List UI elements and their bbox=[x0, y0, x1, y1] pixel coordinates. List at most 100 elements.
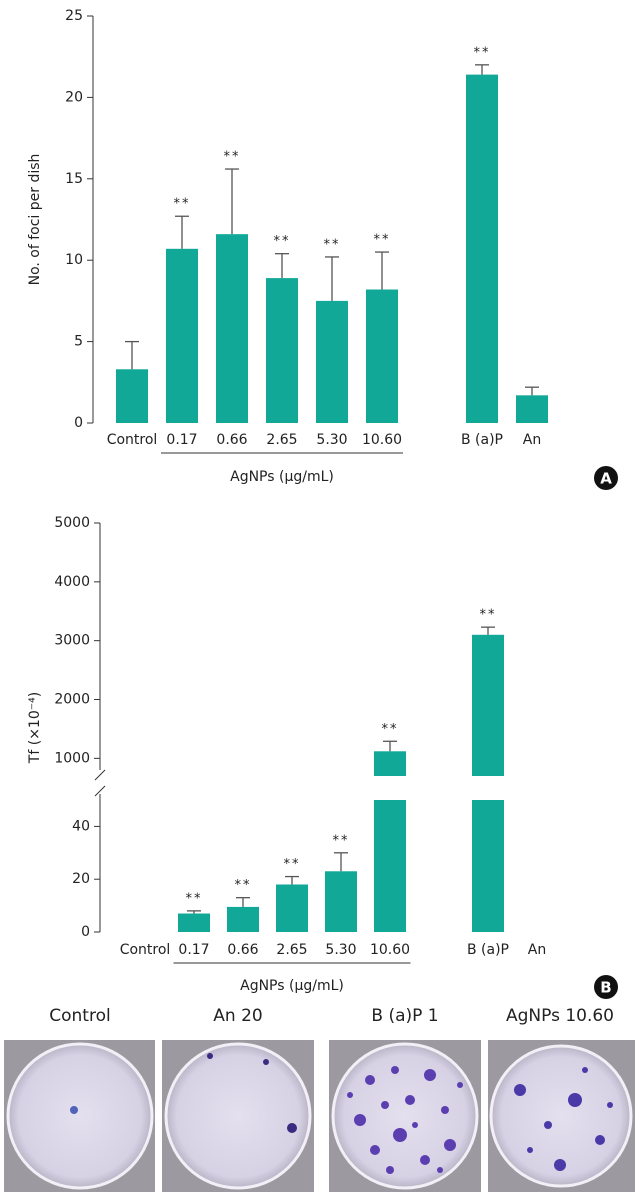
bar-segment bbox=[116, 369, 148, 423]
x-tick-label: Control bbox=[107, 432, 158, 448]
error-bar bbox=[275, 254, 289, 278]
x-tick-label: B (a)P bbox=[461, 432, 503, 448]
bar bbox=[516, 395, 548, 423]
bar-segment bbox=[472, 800, 504, 932]
y-tick-label: 10 bbox=[65, 252, 83, 268]
error-bar bbox=[225, 169, 239, 234]
photo-label: Control bbox=[49, 1006, 110, 1026]
bar bbox=[466, 75, 498, 423]
photo-label: An 20 bbox=[213, 1006, 262, 1026]
bar-segment bbox=[266, 278, 298, 423]
significance-label: ** bbox=[333, 833, 350, 848]
y-tick-label: 0 bbox=[81, 924, 90, 940]
error-bar bbox=[175, 216, 189, 249]
group-label: AgNPs (μg/mL) bbox=[230, 469, 334, 485]
y-tick-label: 20 bbox=[72, 871, 90, 887]
error-bar bbox=[481, 627, 495, 635]
panel-label: A bbox=[600, 470, 612, 488]
bar bbox=[325, 871, 357, 932]
dish-photo bbox=[488, 1040, 635, 1192]
y-axis-label: Tf (×10⁻⁴) bbox=[27, 692, 43, 764]
x-tick-label: Control bbox=[120, 942, 171, 958]
dish-photo bbox=[4, 1040, 155, 1192]
bar bbox=[472, 635, 504, 932]
significance-label: ** bbox=[274, 234, 291, 249]
y-tick-label: 20 bbox=[65, 89, 83, 105]
error-bar bbox=[285, 877, 299, 885]
error-bar bbox=[187, 911, 201, 914]
x-tick-label: 5.30 bbox=[316, 432, 347, 448]
x-tick-label: An bbox=[528, 942, 546, 958]
y-tick-label: 40 bbox=[72, 818, 90, 834]
error-bar bbox=[475, 65, 489, 75]
bar-segment bbox=[178, 914, 210, 932]
panel-label: B bbox=[600, 979, 611, 997]
bar bbox=[266, 278, 298, 423]
error-bar bbox=[375, 252, 389, 289]
x-tick-label: B (a)P bbox=[467, 942, 509, 958]
error-bar bbox=[236, 898, 250, 907]
y-tick-label: 3000 bbox=[54, 633, 90, 649]
significance-label: ** bbox=[324, 237, 341, 252]
bar bbox=[216, 234, 248, 423]
x-tick-label: 10.60 bbox=[362, 432, 402, 448]
y-tick-label: 2000 bbox=[54, 692, 90, 708]
bar-segment bbox=[325, 871, 357, 932]
bar bbox=[227, 907, 259, 932]
significance-label: ** bbox=[174, 197, 191, 212]
bar bbox=[276, 884, 308, 932]
x-tick-label: 0.17 bbox=[178, 942, 209, 958]
x-tick-label: 0.17 bbox=[166, 432, 197, 448]
bar bbox=[166, 249, 198, 423]
error-bar bbox=[334, 853, 348, 871]
error-bar bbox=[125, 342, 139, 370]
bar-segment bbox=[316, 301, 348, 423]
bar bbox=[116, 369, 148, 423]
photo-label: AgNPs 10.60 bbox=[506, 1006, 614, 1026]
y-tick-label: 4000 bbox=[54, 574, 90, 590]
bar-segment bbox=[366, 290, 398, 423]
bar-segment bbox=[374, 751, 406, 776]
y-tick-label: 5000 bbox=[54, 515, 90, 531]
bar-segment bbox=[516, 395, 548, 423]
axis-break bbox=[95, 770, 105, 780]
x-tick-label: An bbox=[523, 432, 541, 448]
dish-photo bbox=[162, 1040, 314, 1192]
significance-label: ** bbox=[382, 722, 399, 737]
x-tick-label: 10.60 bbox=[370, 942, 410, 958]
y-tick-label: 5 bbox=[74, 334, 83, 350]
dish-photo bbox=[329, 1040, 481, 1192]
y-tick-label: 25 bbox=[65, 8, 83, 24]
x-tick-label: 0.66 bbox=[216, 432, 247, 448]
significance-label: ** bbox=[284, 857, 301, 872]
bar-segment bbox=[216, 234, 248, 423]
significance-label: ** bbox=[374, 233, 391, 248]
x-tick-label: 0.66 bbox=[227, 942, 258, 958]
photo-panel: Control An 20 B (a)P 1 AgNPs 10.60 bbox=[4, 1006, 635, 1192]
x-tick-label: 5.30 bbox=[325, 942, 356, 958]
photo-label: B (a)P 1 bbox=[371, 1006, 438, 1026]
group-label: AgNPs (μg/mL) bbox=[240, 978, 344, 994]
error-bar bbox=[525, 387, 539, 395]
bar-segment bbox=[472, 635, 504, 776]
significance-label: ** bbox=[480, 608, 497, 623]
bar-segment bbox=[227, 907, 259, 932]
y-tick-label: 0 bbox=[74, 415, 83, 431]
bar-segment bbox=[166, 249, 198, 423]
error-bar bbox=[383, 741, 397, 751]
bar bbox=[316, 301, 348, 423]
bar-segment bbox=[276, 884, 308, 932]
significance-label: ** bbox=[235, 878, 252, 893]
x-tick-label: 2.65 bbox=[266, 432, 297, 448]
error-bar bbox=[325, 257, 339, 301]
y-axis-label: No. of foci per dish bbox=[27, 154, 43, 286]
bar bbox=[178, 914, 210, 932]
bar bbox=[374, 751, 406, 932]
y-tick-label: 15 bbox=[65, 171, 83, 187]
bar-segment bbox=[374, 800, 406, 932]
bar-segment bbox=[466, 75, 498, 423]
figure: Control An 20 B (a)P 1 AgNPs 10.60 bbox=[0, 0, 635, 1192]
y-tick-label: 1000 bbox=[54, 750, 90, 766]
significance-label: ** bbox=[186, 891, 203, 906]
bar bbox=[366, 290, 398, 423]
